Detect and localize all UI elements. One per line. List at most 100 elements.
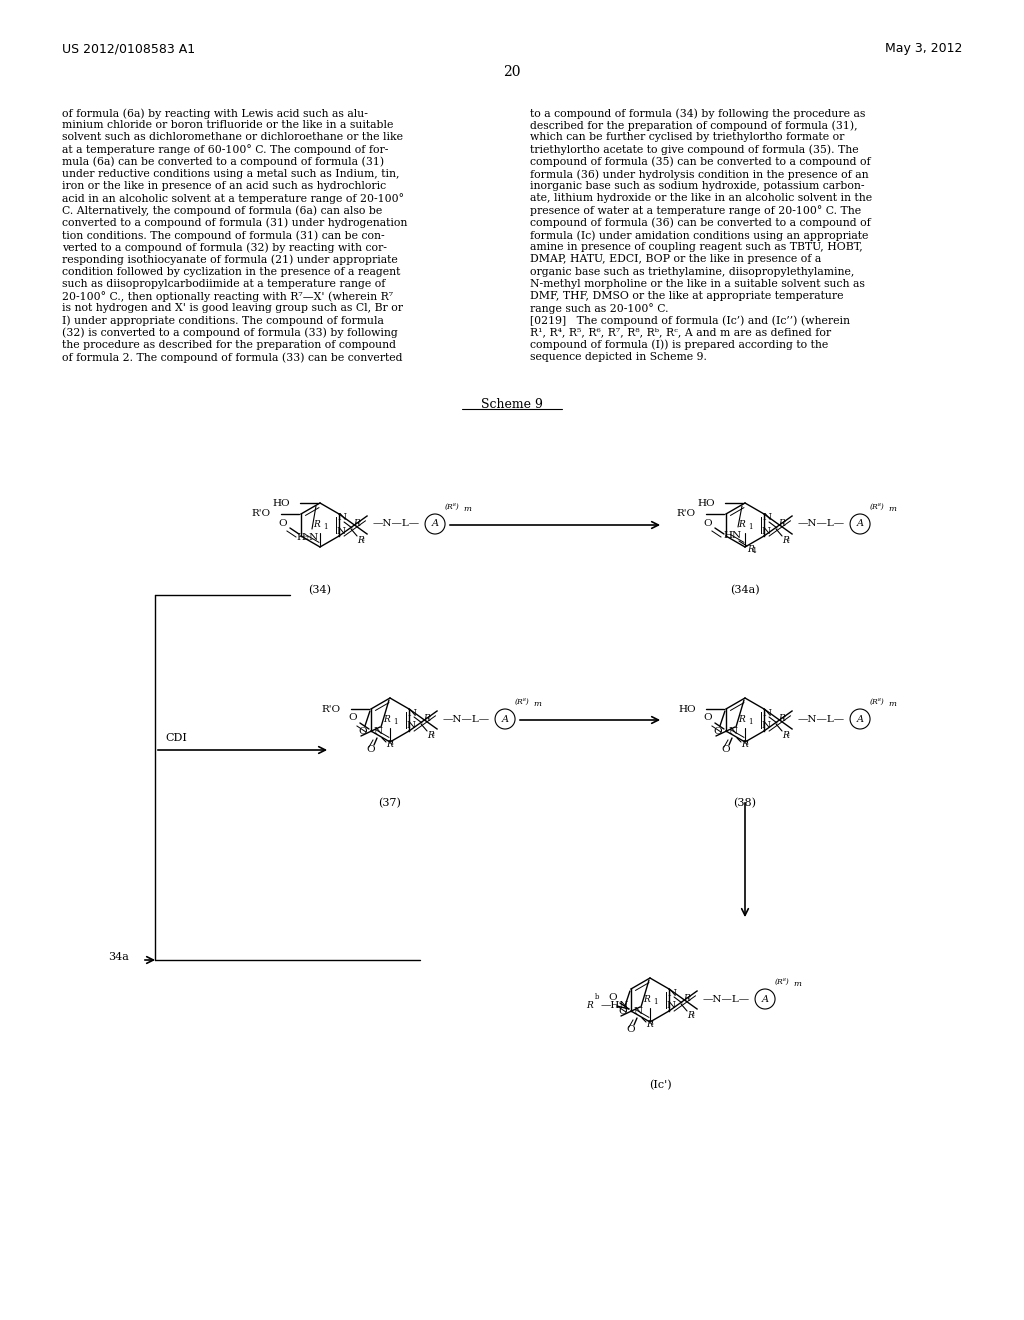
Text: ⁴: ⁴ — [391, 742, 394, 750]
Text: 1: 1 — [748, 718, 753, 726]
Text: such as diisopropylcarbodiimide at a temperature range of: such as diisopropylcarbodiimide at a tem… — [62, 279, 385, 289]
Text: compound of formula (I)) is prepared according to the: compound of formula (I)) is prepared acc… — [530, 339, 828, 350]
Text: ⁴: ⁴ — [651, 1022, 653, 1030]
Text: —N—L—: —N—L— — [372, 520, 419, 528]
Text: N: N — [763, 709, 772, 718]
Text: of formula (6a) by reacting with Lewis acid such as alu-: of formula (6a) by reacting with Lewis a… — [62, 108, 368, 119]
Text: presence of water at a temperature range of 20-100° C. The: presence of water at a temperature range… — [530, 206, 861, 216]
Text: the procedure as described for the preparation of compound: the procedure as described for the prepa… — [62, 339, 396, 350]
Text: (34): (34) — [308, 585, 332, 595]
Text: iron or the like in presence of an acid such as hydrochloric: iron or the like in presence of an acid … — [62, 181, 386, 191]
Text: H₂N: H₂N — [297, 533, 319, 543]
Text: condition followed by cyclization in the presence of a reagent: condition followed by cyclization in the… — [62, 267, 400, 277]
Text: b: b — [595, 993, 599, 1001]
Text: inorganic base such as sodium hydroxide, potassium carbon-: inorganic base such as sodium hydroxide,… — [530, 181, 864, 191]
Text: triethylortho acetate to give compound of formula (35). The: triethylortho acetate to give compound o… — [530, 145, 859, 156]
Text: described for the preparation of compound of formula (31),: described for the preparation of compoun… — [530, 120, 858, 131]
Text: O: O — [627, 1026, 635, 1035]
Text: N: N — [667, 1002, 676, 1011]
Text: acid in an alcoholic solvent at a temperature range of 20-100°: acid in an alcoholic solvent at a temper… — [62, 194, 404, 205]
Text: R: R — [782, 731, 788, 741]
Text: A: A — [502, 714, 509, 723]
Text: R: R — [423, 714, 430, 723]
Text: DMAP, HATU, EDCI, BOP or the like in presence of a: DMAP, HATU, EDCI, BOP or the like in pre… — [530, 255, 821, 264]
Text: 4: 4 — [752, 546, 757, 554]
Text: which can be further cyclised by triethylortho formate or: which can be further cyclised by triethy… — [530, 132, 845, 143]
Text: O: O — [279, 519, 288, 528]
Text: O: O — [358, 726, 368, 735]
Text: at a temperature range of 60-100° C. The compound of for-: at a temperature range of 60-100° C. The… — [62, 145, 388, 156]
Text: ²: ² — [362, 539, 365, 546]
Text: N: N — [408, 709, 417, 718]
Text: A: A — [431, 520, 438, 528]
Text: R: R — [782, 536, 788, 545]
Text: ⁷: ⁷ — [783, 521, 785, 529]
Text: R: R — [746, 545, 754, 554]
Text: compound of formula (35) can be converted to a compound of: compound of formula (35) can be converte… — [530, 157, 870, 168]
Text: to a compound of formula (34) by following the procedure as: to a compound of formula (34) by followi… — [530, 108, 865, 119]
Text: (34a): (34a) — [730, 585, 760, 595]
Text: ⁷: ⁷ — [783, 715, 785, 723]
Text: R: R — [646, 1020, 652, 1030]
Text: N: N — [763, 513, 772, 523]
Text: R'O: R'O — [252, 510, 271, 519]
Text: verted to a compound of formula (32) by reacting with cor-: verted to a compound of formula (32) by … — [62, 242, 387, 252]
Text: is not hydrogen and X' is good leaving group such as Cl, Br or: is not hydrogen and X' is good leaving g… — [62, 304, 403, 313]
Text: organic base such as triethylamine, diisopropylethylamine,: organic base such as triethylamine, diis… — [530, 267, 854, 277]
Text: —N—L—: —N—L— — [702, 994, 750, 1003]
Text: O: O — [367, 746, 376, 755]
Text: N: N — [338, 513, 346, 523]
Text: N: N — [634, 1007, 643, 1016]
Text: N: N — [762, 527, 771, 536]
Text: ⁷: ⁷ — [358, 521, 360, 529]
Text: (R⁸): (R⁸) — [515, 698, 529, 706]
Text: R¹, R⁴, R⁵, R⁶, R⁷, R⁸, Rᵇ, Rᶜ, A and m are as defined for: R¹, R⁴, R⁵, R⁶, R⁷, R⁸, Rᵇ, Rᶜ, A and m … — [530, 327, 831, 338]
Text: m: m — [463, 506, 471, 513]
Text: R: R — [427, 731, 434, 741]
Text: ⁷: ⁷ — [428, 715, 431, 723]
Text: R: R — [687, 1011, 694, 1020]
Text: Scheme 9: Scheme 9 — [481, 399, 543, 411]
Text: DMF, THF, DMSO or the like at appropriate temperature: DMF, THF, DMSO or the like at appropriat… — [530, 290, 844, 301]
Text: ⁷: ⁷ — [688, 997, 691, 1005]
Text: O: O — [618, 1006, 628, 1015]
Text: (38): (38) — [733, 799, 757, 808]
Text: HN: HN — [724, 531, 742, 540]
Text: O: O — [722, 746, 730, 755]
Text: of formula 2. The compound of formula (33) can be converted: of formula 2. The compound of formula (3… — [62, 352, 402, 363]
Text: —N—L—: —N—L— — [442, 714, 489, 723]
Text: R: R — [357, 536, 364, 545]
Text: mula (6a) can be converted to a compound of formula (31): mula (6a) can be converted to a compound… — [62, 157, 384, 168]
Text: 1: 1 — [323, 523, 328, 531]
Text: m: m — [888, 700, 896, 708]
Text: R'O: R'O — [677, 510, 696, 519]
Text: (R⁸): (R⁸) — [775, 978, 790, 986]
Text: —HN: —HN — [601, 1002, 630, 1011]
Text: O: O — [714, 726, 722, 735]
Text: A: A — [856, 520, 863, 528]
Text: 1: 1 — [393, 718, 397, 726]
Text: R: R — [384, 715, 390, 723]
Text: O: O — [348, 714, 357, 722]
Text: ⁴: ⁴ — [746, 742, 749, 750]
Text: compound of formula (36) can be converted to a compound of: compound of formula (36) can be converte… — [530, 218, 870, 228]
Text: A: A — [856, 714, 863, 723]
Text: HO: HO — [697, 499, 715, 507]
Text: ²: ² — [787, 539, 790, 546]
Text: N: N — [762, 722, 771, 730]
Text: C. Alternatively, the compound of formula (6a) can also be: C. Alternatively, the compound of formul… — [62, 206, 382, 216]
Text: amine in presence of coupling reagent such as TBTU, HOBT,: amine in presence of coupling reagent su… — [530, 242, 863, 252]
Text: R: R — [738, 520, 745, 529]
Text: 1: 1 — [653, 998, 657, 1006]
Text: R: R — [738, 715, 745, 723]
Text: ate, lithium hydroxide or the like in an alcoholic solvent in the: ate, lithium hydroxide or the like in an… — [530, 194, 872, 203]
Text: R: R — [741, 741, 748, 748]
Text: range such as 20-100° C.: range such as 20-100° C. — [530, 304, 669, 314]
Text: US 2012/0108583 A1: US 2012/0108583 A1 — [62, 42, 196, 55]
Text: N: N — [374, 727, 383, 737]
Text: R'O: R'O — [322, 705, 341, 714]
Text: converted to a compound of formula (31) under hydrogenation: converted to a compound of formula (31) … — [62, 218, 408, 228]
Text: under reductive conditions using a metal such as Indium, tin,: under reductive conditions using a metal… — [62, 169, 399, 180]
Text: R: R — [313, 520, 321, 529]
Text: R: R — [683, 994, 690, 1003]
